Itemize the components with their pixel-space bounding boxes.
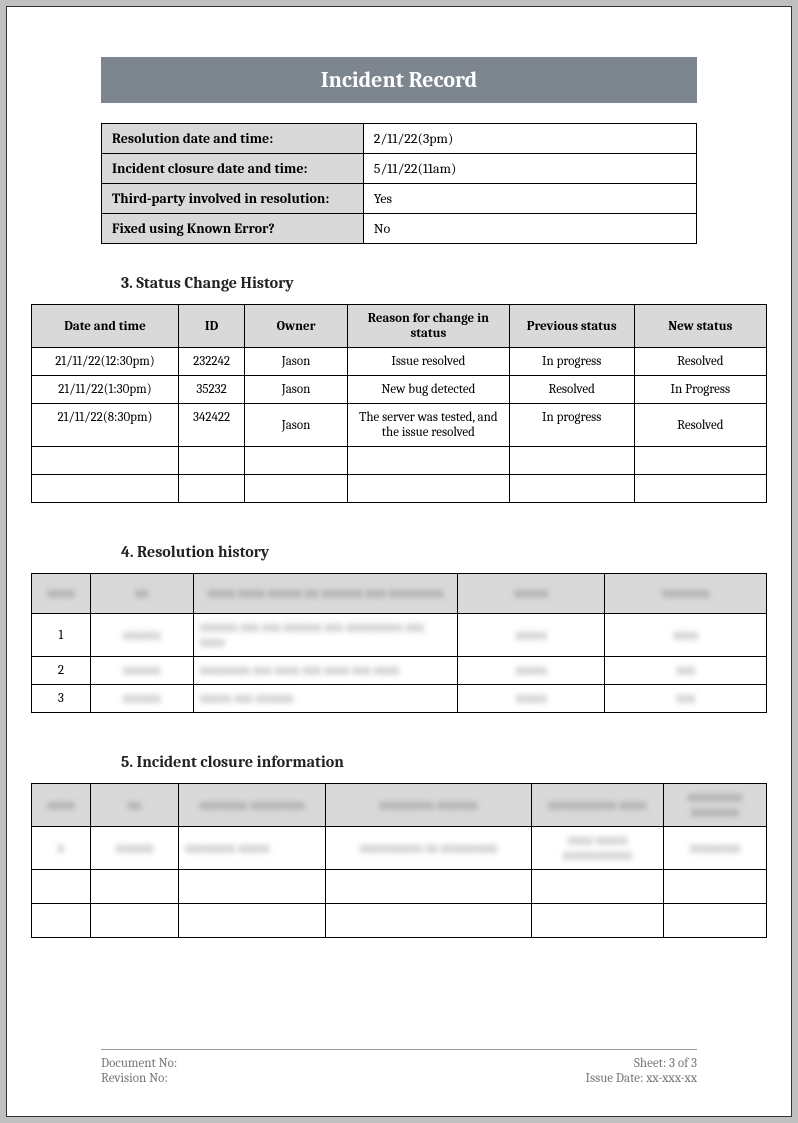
table-header-row: Date and time ID Owner Reason for change… [32,305,767,348]
table-row: 21/11/22(8:30pm) 342422 Jason The server… [32,404,767,447]
revision-label: Revision No: [101,1071,177,1086]
cell: xxxxx [458,657,605,685]
cell: x [32,827,91,870]
section-heading-status: 3. Status Change History [121,274,697,292]
table-row: Resolution date and time: 2/11/22(3pm) [102,124,697,154]
info-value: Yes [363,184,696,214]
footer-right: Sheet: 3 of 3 Issue Date: xx-xxx-xx [586,1056,697,1086]
page-title: Incident Record [101,57,697,103]
table-row [32,475,767,503]
table-row [32,447,767,475]
col-header: xxxxxxxxxx xxxx [531,784,663,827]
col-header: xxxxxxx xxxxxxxx [178,784,325,827]
col-header: xxxxx [458,574,605,614]
document-page: Incident Record Resolution date and time… [6,6,792,1117]
cell: xxxxx [458,614,605,657]
col-header: xxxx [32,574,91,614]
cell: Jason [245,376,348,404]
col-header: xx [90,784,178,827]
page-footer: Document No: Revision No: Sheet: 3 of 3 … [101,1049,697,1086]
cell: 21/11/22(1:30pm) [32,376,179,404]
cell: xxxxxx [90,827,178,870]
closure-table: xxxx xx xxxxxxx xxxxxxxx xxxxxxxx xxxxxx… [31,783,767,938]
col-header: ID [179,305,245,348]
table-row: Third-party involved in resolution: Yes [102,184,697,214]
col-header: New status [634,305,766,348]
doc-no-label: Document No: [101,1056,177,1071]
col-header: Owner [245,305,348,348]
cell: xxxx [605,614,767,657]
cell: 2 [32,657,91,685]
footer-left: Document No: Revision No: [101,1056,177,1086]
cell: xxx [605,657,767,685]
cell: xxxxx [458,685,605,713]
col-header: xxxx [32,784,91,827]
info-label: Fixed using Known Error? [102,214,364,244]
cell: 21/11/22(12:30pm) [32,348,179,376]
table-row: Incident closure date and time: 5/11/22(… [102,154,697,184]
cell: xxxxxx [90,657,193,685]
resolution-table: xxxx xx xxxx xxxx xxxxx xx xxxxxx xxx xx… [31,573,767,713]
cell: 21/11/22(8:30pm) [32,404,179,447]
table-row: 21/11/22(12:30pm) 232242 Jason Issue res… [32,348,767,376]
cell: xxx [605,685,767,713]
section-heading-resolution: 4. Resolution history [121,543,697,561]
col-header: xxxxxxx [605,574,767,614]
status-table: Date and time ID Owner Reason for change… [31,304,767,503]
cell: 35232 [179,376,245,404]
issue-date-label: Issue Date: xx-xxx-xx [586,1071,697,1086]
info-label: Third-party involved in resolution: [102,184,364,214]
cell: 3 [32,685,91,713]
cell: xxxxxxxx xxxxx [178,827,325,870]
table-row: 3 xxxxxx xxxxx xxx xxxxxx xxxxx xxx [32,685,767,713]
table-header-row: xxxx xx xxxxxxx xxxxxxxx xxxxxxxx xxxxxx… [32,784,767,827]
cell: 232242 [179,348,245,376]
sheet-label: Sheet: 3 of 3 [586,1056,697,1071]
info-table: Resolution date and time: 2/11/22(3pm) I… [101,123,697,244]
info-value: 5/11/22(11am) [363,154,696,184]
cell: Resolved [509,376,634,404]
info-label: Resolution date and time: [102,124,364,154]
table-row [32,870,767,904]
col-header: xxxxxxxx xxxxxx [325,784,531,827]
cell: xxxxxx xxx xxx xxxxxx xxx xxxxxxxxx xxx … [193,614,458,657]
cell: xxxxxxxx [664,827,767,870]
cell: In progress [509,348,634,376]
cell: In Progress [634,376,766,404]
cell: xxxxxxxx xxx xxxx xxx xxxx xxx xxxx [193,657,458,685]
cell: Jason [245,404,348,447]
table-row: Fixed using Known Error? No [102,214,697,244]
cell: In progress [509,404,634,447]
cell: Issue resolved [348,348,510,376]
cell: 1 [32,614,91,657]
cell: Jason [245,348,348,376]
table-row [32,904,767,938]
section-heading-closure: 5. Incident closure information [121,753,697,771]
cell: New bug detected [348,376,510,404]
col-header: xxxx xxxx xxxxx xx xxxxxx xxx xxxxxxxx [193,574,458,614]
table-row: x xxxxxx xxxxxxxx xxxxx xxxxxxxxxx xx xx… [32,827,767,870]
table-row: 2 xxxxxx xxxxxxxx xxx xxxx xxx xxxx xxx … [32,657,767,685]
col-header: Previous status [509,305,634,348]
table-header-row: xxxx xx xxxx xxxx xxxxx xx xxxxxx xxx xx… [32,574,767,614]
col-header: Date and time [32,305,179,348]
cell: xxxxxxxxxx xx xxxxxxxxx [325,827,531,870]
cell: xxxxxx [90,614,193,657]
page-content: Incident Record Resolution date and time… [31,57,767,1049]
col-header: xxxxxxxx xxxxxxx [664,784,767,827]
cell: Resolved [634,348,766,376]
table-row: 21/11/22(1:30pm) 35232 Jason New bug det… [32,376,767,404]
cell: The server was tested, and the issue res… [348,404,510,447]
col-header: xx [90,574,193,614]
cell: xxxx xxxxx xxxxxxxxxxx [531,827,663,870]
cell: xxxxxx [90,685,193,713]
cell: xxxxx xxx xxxxxx [193,685,458,713]
info-value: No [363,214,696,244]
cell: Resolved [634,404,766,447]
info-value: 2/11/22(3pm) [363,124,696,154]
table-row: 1 xxxxxx xxxxxx xxx xxx xxxxxx xxx xxxxx… [32,614,767,657]
info-label: Incident closure date and time: [102,154,364,184]
col-header: Reason for change in status [348,305,510,348]
cell: 342422 [179,404,245,447]
